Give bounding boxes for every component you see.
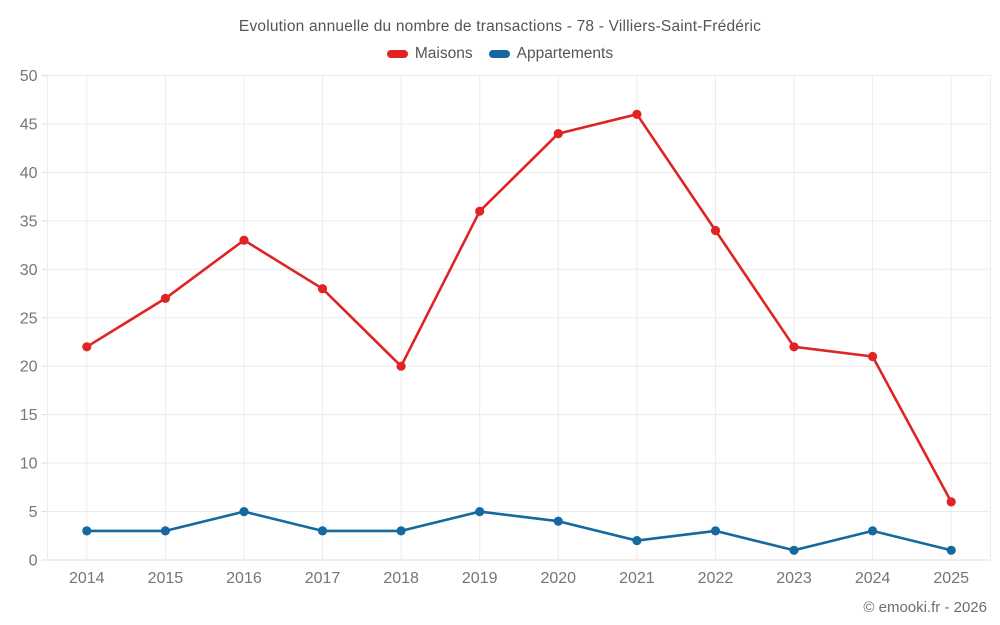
data-point[interactable] <box>317 284 328 294</box>
y-axis-label: 0 <box>29 553 38 570</box>
series-line <box>85 510 953 552</box>
data-point[interactable] <box>868 526 878 536</box>
legend-label: Maisons <box>414 45 473 62</box>
data-point[interactable] <box>239 507 249 517</box>
x-axis-label: 2022 <box>698 570 734 587</box>
x-axis-label: 2018 <box>383 570 419 587</box>
data-point[interactable] <box>475 206 485 216</box>
data-point[interactable] <box>396 361 406 371</box>
y-axis-label: 15 <box>20 407 38 424</box>
gridlines <box>41 75 991 561</box>
chart-legend: Maisons Appartements <box>0 45 1000 63</box>
data-point[interactable] <box>82 342 92 352</box>
y-axis-label: 10 <box>20 456 38 473</box>
data-point[interactable] <box>317 526 328 536</box>
x-axis-label: 2015 <box>148 570 184 587</box>
x-axis-label: 2024 <box>855 570 891 587</box>
data-point[interactable] <box>553 129 563 139</box>
series-appartements <box>82 507 956 555</box>
x-axis-label: 2017 <box>305 570 341 587</box>
legend-marker-icon <box>386 50 408 58</box>
y-axis-label: 50 <box>20 68 38 85</box>
data-point[interactable] <box>789 342 799 352</box>
data-point[interactable] <box>160 526 170 536</box>
x-axis-label: 2025 <box>933 570 969 587</box>
data-point[interactable] <box>946 545 956 555</box>
x-axis-label: 2020 <box>540 570 576 587</box>
legend-marker-icon <box>488 50 510 58</box>
data-point[interactable] <box>160 293 170 303</box>
data-point[interactable] <box>946 497 956 507</box>
data-point[interactable] <box>789 545 799 555</box>
data-point[interactable] <box>632 109 642 119</box>
x-axis-label: 2019 <box>462 570 498 587</box>
x-axis-label: 2016 <box>226 570 262 587</box>
data-point[interactable] <box>82 526 92 536</box>
legend-item-appartements[interactable]: Appartements <box>488 45 614 63</box>
y-axis-label: 40 <box>20 165 38 182</box>
x-axis-label: 2021 <box>619 570 655 587</box>
data-point[interactable] <box>710 225 721 236</box>
data-point[interactable] <box>710 526 721 536</box>
chart-title: Evolution annuelle du nombre de transact… <box>238 18 762 35</box>
legend-label: Appartements <box>516 45 614 62</box>
data-point[interactable] <box>868 351 878 362</box>
legend-item-maisons[interactable]: Maisons <box>386 45 473 63</box>
series-maisons <box>82 109 956 507</box>
y-axis-label: 35 <box>20 213 38 230</box>
data-point[interactable] <box>632 536 642 546</box>
series-line <box>85 113 953 504</box>
x-axis-label: 2014 <box>69 570 105 587</box>
x-axis-label: 2023 <box>776 570 812 587</box>
y-axis-label: 5 <box>29 504 38 521</box>
y-axis-label: 25 <box>20 310 38 327</box>
data-point[interactable] <box>475 507 485 517</box>
y-axis-label: 30 <box>20 262 38 279</box>
data-point[interactable] <box>553 516 563 526</box>
data-point[interactable] <box>239 235 249 245</box>
copyright-text: © emooki.fr - 2026 <box>863 599 987 616</box>
y-axis-label: 20 <box>20 359 38 376</box>
y-axis-label: 45 <box>20 116 38 133</box>
data-point[interactable] <box>396 526 406 536</box>
